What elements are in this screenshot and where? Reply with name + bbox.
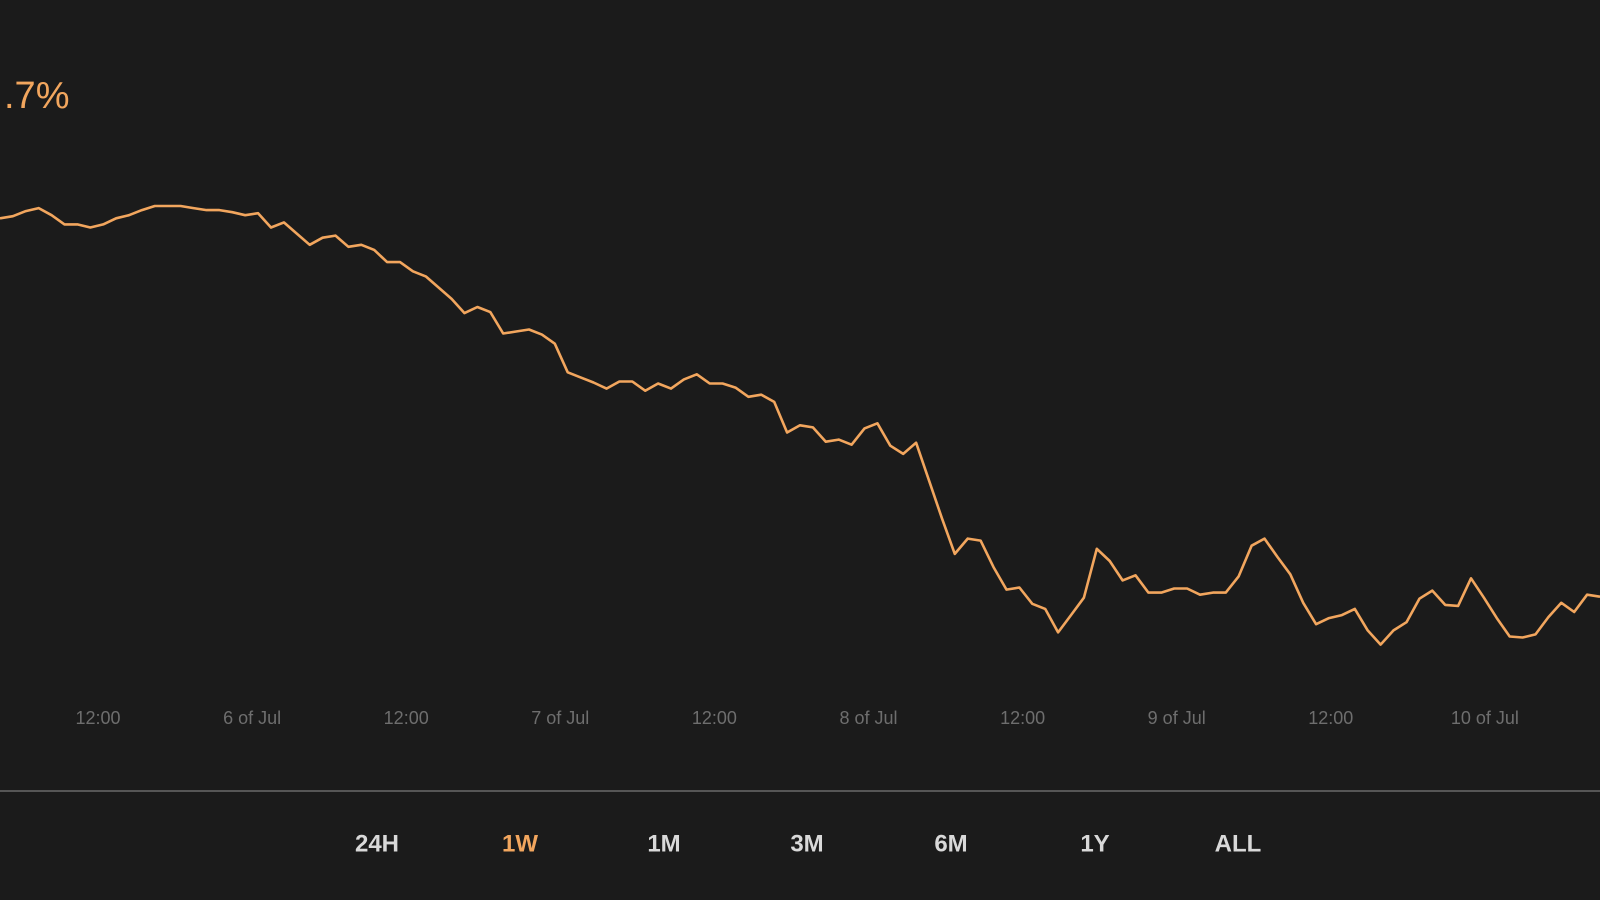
x-tick-label: 9 of Jul bbox=[1148, 708, 1206, 728]
x-tick-label: 7 of Jul bbox=[531, 708, 589, 728]
range-tab[interactable]: 1Y bbox=[1080, 830, 1109, 857]
x-tick-label: 10 of Jul bbox=[1451, 708, 1519, 728]
range-tab[interactable]: 1M bbox=[647, 830, 680, 857]
range-tab[interactable]: ALL bbox=[1215, 830, 1262, 857]
x-tick-label: 12:00 bbox=[692, 708, 737, 728]
change-label: .7% bbox=[4, 75, 69, 117]
x-tick-label: 12:00 bbox=[75, 708, 120, 728]
x-tick-label: 12:00 bbox=[1308, 708, 1353, 728]
range-tab[interactable]: 6M bbox=[934, 830, 967, 857]
range-tab[interactable]: 3M bbox=[790, 830, 823, 857]
x-tick-label: 12:00 bbox=[384, 708, 429, 728]
x-tick-label: 6 of Jul bbox=[223, 708, 281, 728]
x-tick-label: 8 of Jul bbox=[839, 708, 897, 728]
range-tab[interactable]: 24H bbox=[355, 830, 399, 857]
x-tick-label: 12:00 bbox=[1000, 708, 1045, 728]
price-line bbox=[0, 204, 1600, 646]
range-tab[interactable]: 1W bbox=[502, 830, 538, 857]
